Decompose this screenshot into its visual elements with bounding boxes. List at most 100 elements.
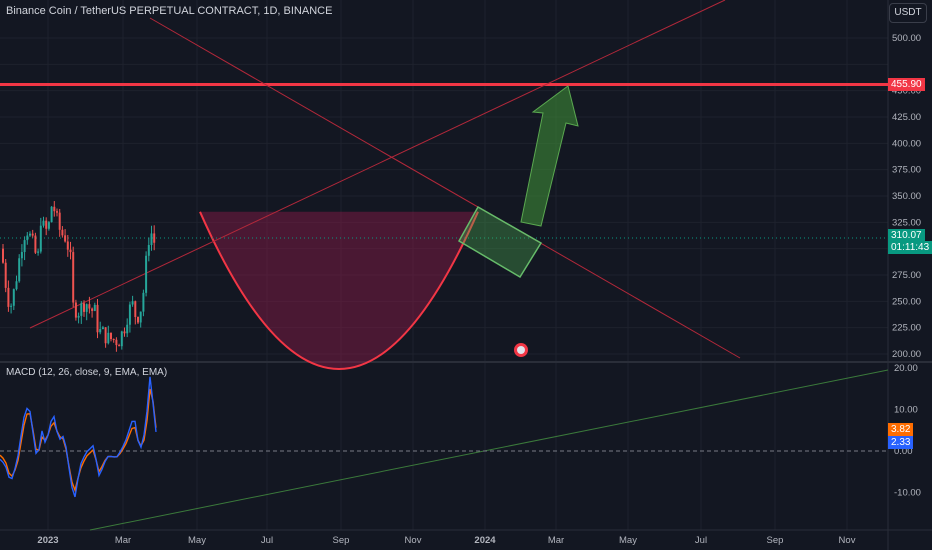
candle-body — [37, 251, 40, 253]
macd-value-badge: 2.33 — [888, 436, 914, 449]
time-tick-label: Nov — [839, 535, 856, 546]
candle-body — [50, 206, 53, 223]
price-tick-label: 250.00 — [892, 296, 921, 307]
candle-body — [93, 304, 96, 311]
candle-body — [91, 308, 94, 311]
candle-body — [53, 206, 56, 212]
candle-body — [61, 229, 64, 236]
candle-body — [126, 324, 129, 334]
candle-body — [137, 317, 139, 323]
price-tick-label: 200.00 — [892, 349, 921, 360]
candle-body — [153, 233, 156, 243]
falling-trendline — [149, 17, 741, 359]
time-tick-label: Mar — [548, 535, 564, 546]
candle-body — [29, 233, 31, 236]
macd-tick-label: -10.00 — [894, 488, 921, 499]
resistance-price-tag: 455.90 — [888, 78, 925, 91]
currency-button[interactable]: USDT — [889, 3, 927, 23]
macd-signal-badge: 3.82 — [888, 423, 914, 436]
candle-body — [123, 331, 126, 334]
time-tick-label: Sep — [333, 535, 350, 546]
candle-body — [83, 303, 85, 312]
candle-body — [26, 235, 29, 241]
candle-body — [20, 252, 23, 259]
price-tick-label: 500.00 — [892, 33, 921, 44]
axes: 500.00 450.00 425.00 400.00 375.00 350.00 325.… — [37, 33, 921, 546]
macd-signal-line — [0, 388, 157, 493]
candle-body — [45, 220, 48, 229]
target-arrow — [520, 85, 579, 227]
candle-body — [56, 211, 58, 213]
macd-tick-label: 0.00 — [894, 446, 913, 457]
time-tick-label: May — [619, 535, 637, 546]
candle-body — [39, 225, 42, 252]
candle-body — [131, 301, 134, 305]
price-tick-label: 225.00 — [892, 323, 921, 334]
candle-body — [69, 249, 72, 253]
candle-body — [47, 222, 50, 229]
price-tick-label: 400.00 — [892, 138, 921, 149]
candle-body — [120, 331, 123, 347]
macd-trendline — [89, 369, 889, 531]
candle-body — [77, 315, 80, 318]
time-tick-label: Jul — [261, 535, 273, 546]
macd-line — [0, 376, 157, 498]
countdown-tag: 01:11:43 — [888, 241, 932, 254]
candle-body — [107, 332, 110, 344]
time-tick-label: Sep — [767, 535, 784, 546]
chart-title: Binance Coin / TetherUS PERPETUAL CONTRA… — [6, 5, 333, 17]
candle-body — [112, 339, 115, 341]
candle-body — [23, 240, 26, 253]
price-tick-label: 350.00 — [892, 191, 921, 202]
candle-body — [134, 301, 137, 318]
candle-body — [88, 304, 91, 309]
drawings — [0, 0, 889, 531]
macd-title: MACD (12, 26, close, 9, EMA, EMA) — [6, 367, 168, 378]
price-tick-label: 450.00 — [892, 86, 921, 97]
candle-body — [101, 327, 104, 330]
candle-body — [4, 262, 7, 288]
candle-body — [150, 233, 153, 246]
candle-body — [145, 255, 148, 293]
candle-body — [139, 311, 142, 323]
candle-body — [7, 287, 10, 307]
candle-body — [80, 303, 83, 316]
macd-tick-label: 10.00 — [894, 405, 918, 416]
candle-body — [104, 327, 107, 344]
candle-body — [12, 289, 15, 306]
candle-body — [118, 345, 121, 347]
macd-lines — [0, 376, 157, 498]
bull-flag — [457, 205, 543, 279]
candle-body — [147, 245, 150, 256]
candle-body — [74, 302, 77, 318]
cup-curve — [199, 211, 479, 370]
macd-tick-label: 20.00 — [894, 363, 918, 374]
candle-body — [34, 235, 37, 253]
candle-body — [42, 220, 45, 226]
candle-body — [66, 241, 69, 250]
candle-body — [85, 304, 88, 312]
candle-body — [128, 304, 131, 325]
candle-body — [58, 212, 61, 230]
price-tick-label: 375.00 — [892, 165, 921, 176]
candle-body — [110, 332, 112, 340]
price-tick-label: 275.00 — [892, 270, 921, 281]
time-tick-label: Mar — [115, 535, 131, 546]
candle-body — [115, 339, 118, 346]
candle-body — [64, 235, 67, 242]
candle-body — [96, 304, 99, 333]
candle-body — [31, 233, 34, 236]
candles — [2, 201, 156, 352]
candle-body — [18, 258, 21, 282]
price-tick-label: 325.00 — [892, 217, 921, 228]
last-price-tag: 310.07 — [888, 229, 925, 242]
candle-body — [2, 248, 4, 263]
candle-body — [15, 281, 18, 290]
event-flag-icon-inner — [517, 346, 525, 354]
time-tick-label: 2024 — [474, 535, 496, 546]
candle-body — [99, 329, 102, 333]
candle-body — [142, 292, 145, 312]
candle-body — [10, 305, 13, 307]
